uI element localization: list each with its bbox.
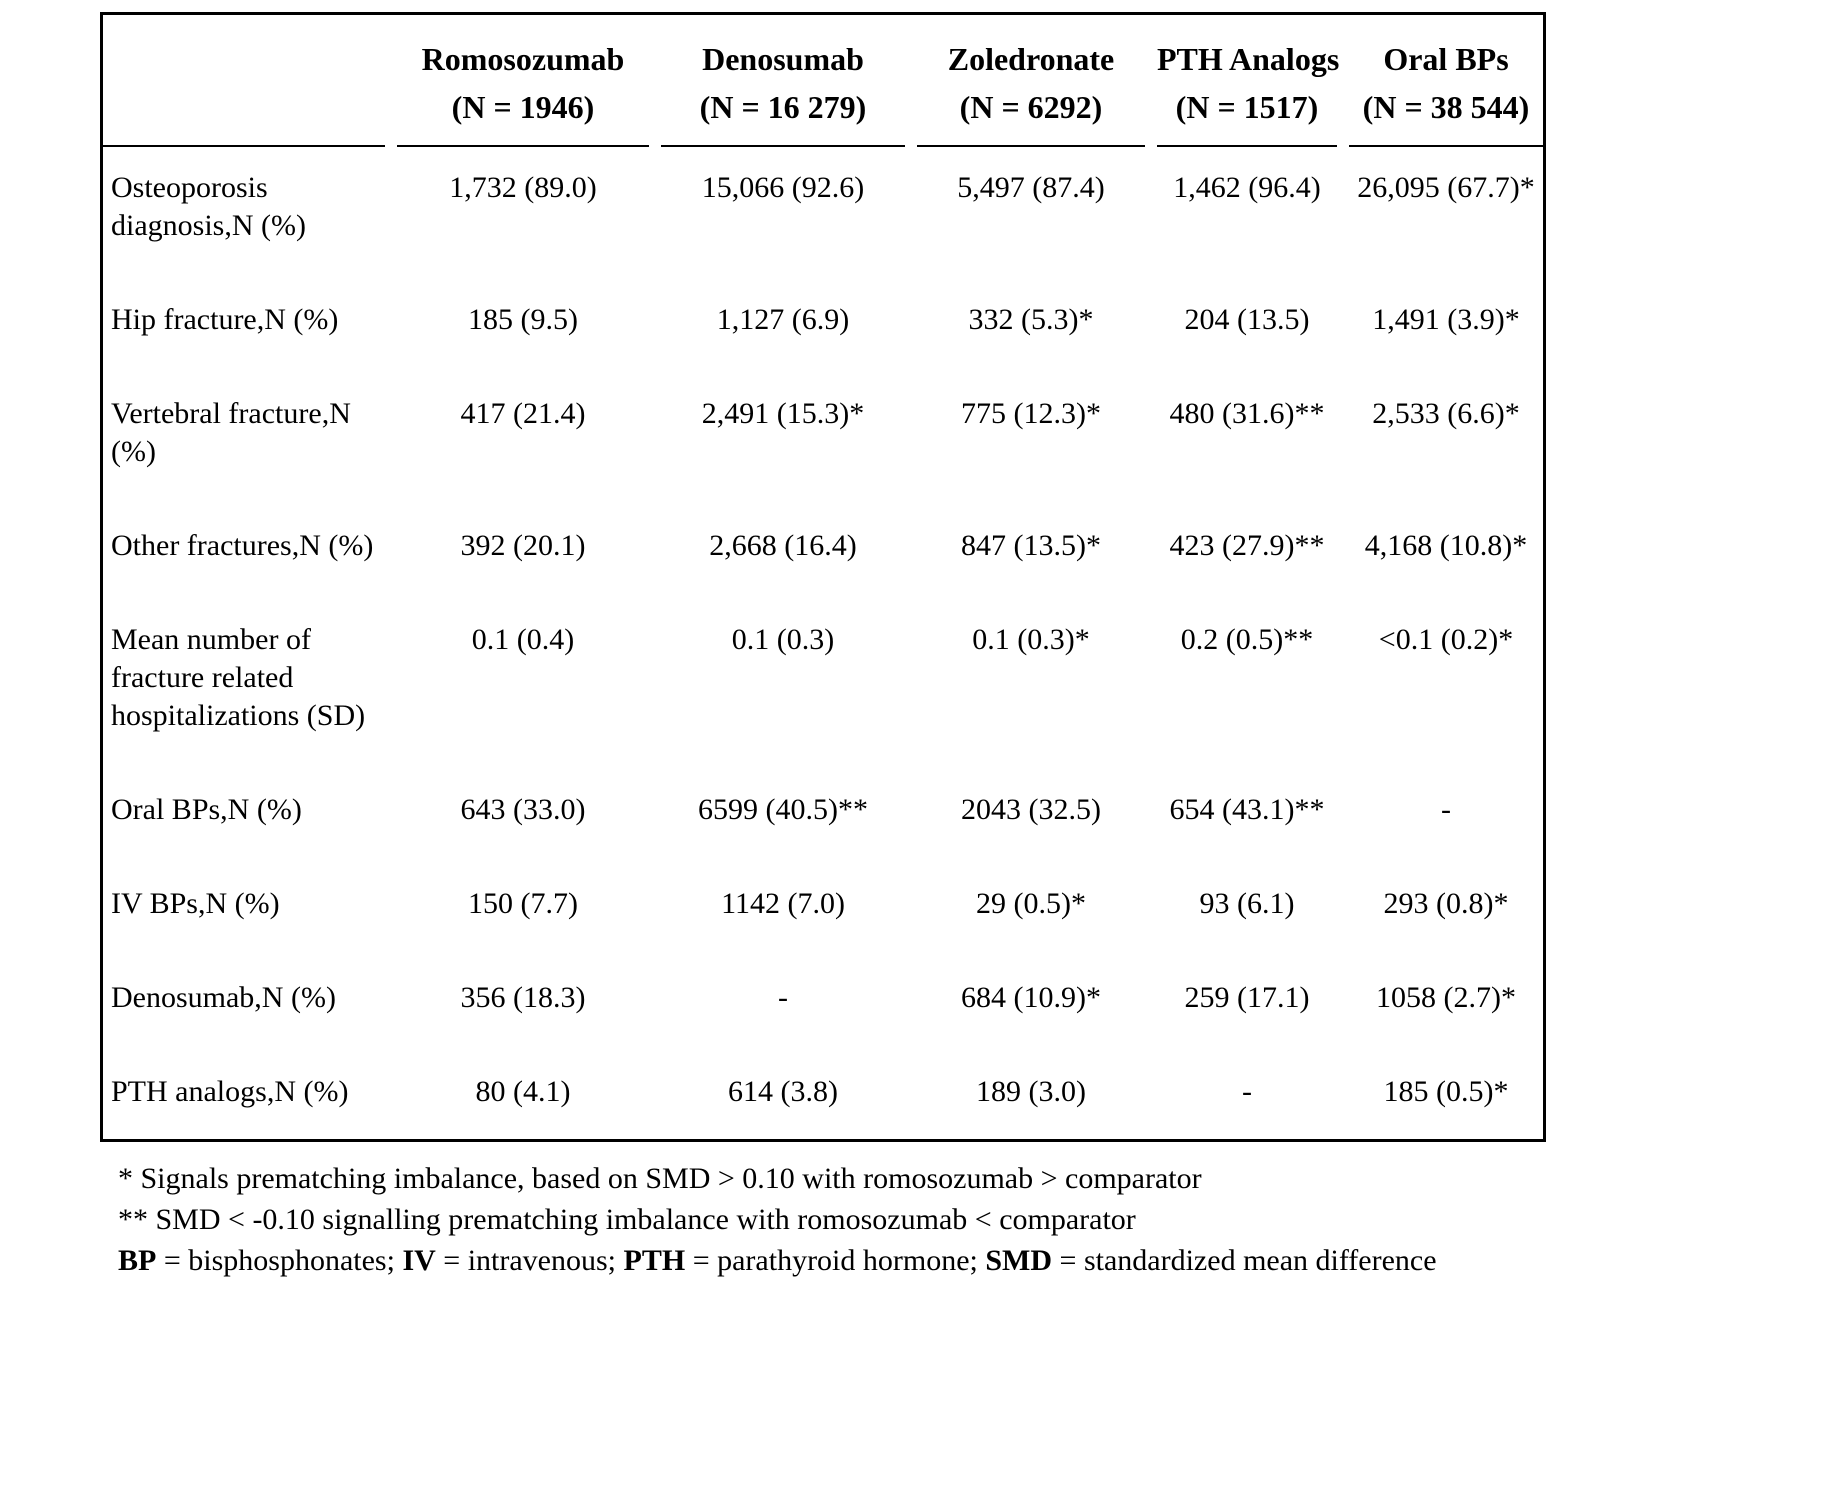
cell-value: 6599 (40.5)** xyxy=(698,793,868,826)
cell-value: 293 (0.8)* xyxy=(1383,887,1509,920)
header-spacer xyxy=(103,35,385,147)
cell-value: 847 (13.5)* xyxy=(961,529,1101,562)
cell-value: 1058 (2.7)* xyxy=(1376,981,1516,1014)
cell-value: 423 (27.9)** xyxy=(1169,529,1325,562)
footnote: BP = bisphosphonates; IV = intravenous; … xyxy=(118,1240,1560,1281)
cell-value: 614 (3.8) xyxy=(728,1075,838,1108)
cell-value: 643 (33.0) xyxy=(460,793,586,826)
cell-value: 0.1 (0.4) xyxy=(471,623,575,656)
cell-value: 1142 (7.0) xyxy=(721,887,845,920)
row-label: Other fractures,N (%) xyxy=(111,529,374,562)
footnote-abbreviation: SMD xyxy=(985,1244,1053,1277)
content: Romosozumab (N = 1946) Denosumab (N = 16… xyxy=(100,12,1560,1281)
table-header: Romosozumab (N = 1946) Denosumab (N = 16… xyxy=(103,15,1543,147)
column-header-pth-analogs: PTH Analogs (N = 1517) xyxy=(1157,35,1340,147)
cell-value: 150 (7.7) xyxy=(468,887,578,920)
table-row: Oral BPs,N (%) 643 (33.0) 6599 (40.5)** 204… xyxy=(103,769,1543,863)
cell-value: 4,168 (10.8)* xyxy=(1364,529,1528,562)
column-header-oral-bps: Oral BPs (N = 38 544) xyxy=(1349,35,1543,147)
footnote-text: = bisphosphonates; xyxy=(156,1244,403,1277)
cell-value: 0.1 (0.3)* xyxy=(972,623,1090,656)
footnote-text: * Signals prematching imbalance, based o… xyxy=(118,1162,1202,1195)
row-label: Vertebral fracture,N (%) xyxy=(111,397,351,468)
row-label: Oral BPs,N (%) xyxy=(111,793,302,826)
cell-value: 15,066 (92.6) xyxy=(701,171,865,204)
footnote: * Signals prematching imbalance, based o… xyxy=(118,1158,1560,1199)
header-n: (N = 6292) xyxy=(959,89,1103,125)
cell-value: 204 (13.5) xyxy=(1184,303,1310,336)
row-label: Mean number of fracture related hospital… xyxy=(111,623,366,732)
table-row: PTH analogs,N (%) 80 (4.1) 614 (3.8) 189 (3… xyxy=(103,1051,1543,1139)
cell-value: 185 (9.5) xyxy=(468,303,578,336)
cell-value: 1,491 (3.9)* xyxy=(1372,303,1520,336)
cell-value: 654 (43.1)** xyxy=(1169,793,1325,826)
table-row: Denosumab,N (%) 356 (18.3) - 684 (10.9)* 259… xyxy=(103,957,1543,1051)
cell-value: 1,127 (6.9) xyxy=(716,303,850,336)
footnote: ** SMD < -0.10 signalling prematching im… xyxy=(118,1199,1560,1240)
cell-value: 185 (0.5)* xyxy=(1383,1075,1509,1108)
cell-value: 480 (31.6)** xyxy=(1169,397,1325,430)
cell-value: <0.1 (0.2)* xyxy=(1378,623,1514,656)
header-name: Denosumab xyxy=(702,41,864,77)
cell-value: 2043 (32.5) xyxy=(961,793,1101,826)
cell-value: 80 (4.1) xyxy=(475,1075,571,1108)
table-row: Mean number of fracture related hospital… xyxy=(103,599,1543,769)
footnote-abbreviation: PTH xyxy=(623,1244,686,1277)
column-header-romosozumab: Romosozumab (N = 1946) xyxy=(397,35,649,147)
table-body: Osteoporosis diagnosis,N (%) 1,732 (89.0)… xyxy=(103,147,1543,1139)
header-n: (N = 1517) xyxy=(1175,89,1319,125)
row-label: Hip fracture,N (%) xyxy=(111,303,339,336)
cell-value: 2,491 (15.3)* xyxy=(701,397,865,430)
table-row: IV BPs,N (%) 150 (7.7) 1142 (7.0) 29 (0.5)*… xyxy=(103,863,1543,957)
cell-value: 0.1 (0.3) xyxy=(731,623,835,656)
table-row: Vertebral fracture,N (%) 417 (21.4) 2,491 … xyxy=(103,373,1543,505)
row-label: PTH analogs,N (%) xyxy=(111,1075,349,1108)
header-name: Romosozumab xyxy=(421,41,625,77)
cell-value: 5,497 (87.4) xyxy=(957,171,1105,204)
table-row: Hip fracture,N (%) 185 (9.5) 1,127 (6.9) 33… xyxy=(103,279,1543,373)
cell-value: - xyxy=(778,981,788,1014)
row-label: IV BPs,N (%) xyxy=(111,887,280,920)
cell-value: - xyxy=(1441,793,1451,826)
cell-value: 417 (21.4) xyxy=(460,397,586,430)
cell-value: 2,533 (6.6)* xyxy=(1372,397,1520,430)
header-n: (N = 38 544) xyxy=(1362,89,1530,125)
footnote-text: = intravenous; xyxy=(435,1244,624,1277)
cell-value: 775 (12.3)* xyxy=(961,397,1101,430)
cell-value: 189 (3.0) xyxy=(976,1075,1086,1108)
cell-value: 356 (18.3) xyxy=(460,981,586,1014)
cell-value: 2,668 (16.4) xyxy=(709,529,857,562)
cell-value: 392 (20.1) xyxy=(460,529,586,562)
cell-value: 684 (10.9)* xyxy=(961,981,1101,1014)
footnote-text: = parathyroid hormone; xyxy=(685,1244,986,1277)
footnote-abbreviation: IV xyxy=(402,1244,436,1277)
header-name: Zoledronate xyxy=(947,41,1115,77)
footnote-abbreviation: BP xyxy=(118,1244,157,1277)
cell-value: 332 (5.3)* xyxy=(968,303,1094,336)
header-n: (N = 16 279) xyxy=(699,89,867,125)
cell-value: 0.2 (0.5)** xyxy=(1180,623,1314,656)
cell-value: 26,095 (67.7)* xyxy=(1357,171,1535,204)
cell-value: 1,462 (96.4) xyxy=(1173,171,1321,204)
header-name: PTH Analogs xyxy=(1157,41,1340,77)
header-name: Oral BPs xyxy=(1383,41,1509,77)
row-label: Osteoporosis diagnosis,N (%) xyxy=(111,171,306,242)
cell-value: - xyxy=(1242,1075,1252,1108)
column-header-denosumab: Denosumab (N = 16 279) xyxy=(661,35,905,147)
row-label: Denosumab,N (%) xyxy=(111,981,336,1014)
cell-value: 93 (6.1) xyxy=(1199,887,1295,920)
header-n: (N = 1946) xyxy=(451,89,595,125)
comparator-characteristics-table: Romosozumab (N = 1946) Denosumab (N = 16… xyxy=(100,12,1546,1142)
table-row: Osteoporosis diagnosis,N (%) 1,732 (89.0)… xyxy=(103,147,1543,279)
cell-value: 259 (17.1) xyxy=(1184,981,1310,1014)
cell-value: 1,732 (89.0) xyxy=(449,171,597,204)
footnotes: * Signals prematching imbalance, based o… xyxy=(100,1158,1560,1281)
column-header-zoledronate: Zoledronate (N = 6292) xyxy=(917,35,1145,147)
footnote-text: = standardized mean difference xyxy=(1052,1244,1437,1277)
footnote-text: ** SMD < -0.10 signalling prematching im… xyxy=(118,1203,1136,1236)
table-row: Other fractures,N (%) 392 (20.1) 2,668 (16… xyxy=(103,505,1543,599)
cell-value: 29 (0.5)* xyxy=(976,887,1086,920)
